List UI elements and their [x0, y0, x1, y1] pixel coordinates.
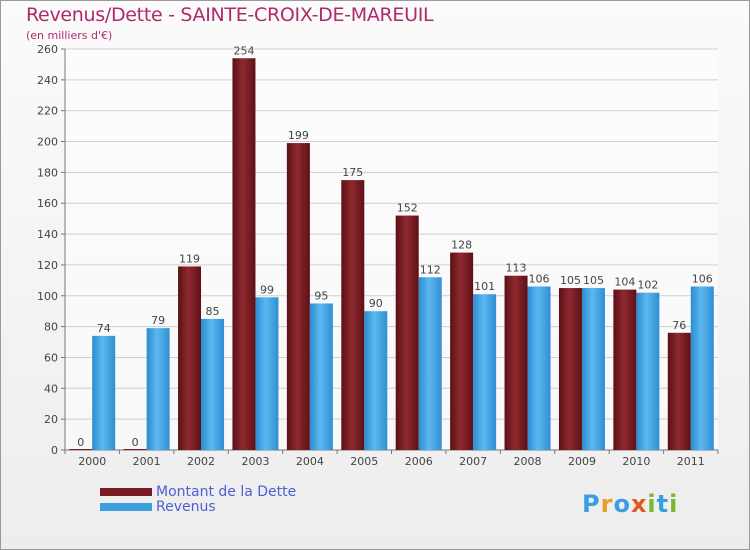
bar-dette	[450, 252, 474, 450]
data-label-revenus: 102	[637, 279, 658, 292]
logo-letter: t	[656, 490, 670, 518]
legend-label-dette: Montant de la Dette	[156, 484, 297, 500]
bar-revenus	[146, 328, 170, 450]
data-label-dette: 128	[451, 239, 472, 252]
data-label-revenus: 112	[420, 263, 441, 276]
bar-dette	[123, 449, 147, 450]
legend-swatch-revenus	[100, 503, 152, 511]
data-label-revenus: 74	[97, 322, 111, 335]
x-tick-label: 2004	[296, 455, 324, 468]
data-label-dette: 0	[132, 436, 139, 449]
bar-revenus	[473, 294, 497, 450]
y-tick-label: 200	[37, 136, 58, 149]
bar-dette	[341, 180, 365, 450]
data-label-dette: 175	[342, 166, 363, 179]
data-label-revenus: 99	[260, 283, 274, 296]
x-tick-label: 2011	[677, 455, 705, 468]
bar-dette	[504, 275, 528, 450]
data-label-dette: 105	[560, 274, 581, 287]
data-label-revenus: 106	[692, 273, 713, 286]
x-tick-label: 2000	[78, 455, 106, 468]
bar-revenus	[527, 286, 551, 450]
y-tick-label: 100	[37, 290, 58, 303]
bar-revenus	[201, 318, 225, 450]
bar-revenus	[636, 292, 660, 450]
bar-dette	[667, 332, 691, 450]
data-label-revenus: 106	[529, 273, 550, 286]
bar-dette	[558, 288, 582, 450]
bar-revenus	[309, 303, 333, 450]
x-tick-label: 2010	[622, 455, 650, 468]
y-tick-label: 240	[37, 74, 58, 87]
y-tick-label: 260	[37, 43, 58, 56]
data-label-revenus: 85	[206, 305, 220, 318]
y-tick-label: 20	[44, 413, 58, 426]
bar-revenus	[364, 311, 388, 450]
data-label-dette: 104	[614, 276, 635, 289]
y-tick-label: 160	[37, 197, 58, 210]
y-tick-label: 140	[37, 228, 58, 241]
x-tick-label: 2006	[405, 455, 433, 468]
x-tick-label: 2009	[568, 455, 596, 468]
legend-swatch-dette	[100, 488, 152, 496]
proxiti-logo: Proxiti	[582, 490, 678, 518]
data-label-dette: 113	[506, 262, 527, 275]
logo-letter: r	[600, 490, 614, 518]
bar-revenus	[581, 288, 605, 450]
bar-dette	[395, 215, 419, 450]
bar-dette	[286, 143, 310, 451]
data-label-revenus: 90	[369, 297, 383, 310]
y-tick-label: 60	[44, 351, 58, 364]
plot-area	[65, 49, 718, 450]
data-label-dette: 119	[179, 252, 200, 265]
data-label-dette: 199	[288, 129, 309, 142]
x-tick-label: 2001	[133, 455, 161, 468]
chart-subtitle: (en milliers d'€)	[26, 29, 113, 42]
x-tick-label: 2002	[187, 455, 215, 468]
data-label-revenus: 105	[583, 274, 604, 287]
logo-letter: i	[669, 490, 679, 518]
x-tick-label: 2003	[241, 455, 269, 468]
data-label-dette: 76	[672, 319, 686, 332]
bar-revenus	[92, 335, 116, 450]
bar-revenus	[418, 277, 442, 450]
bar-revenus	[690, 286, 714, 450]
logo-letter: o	[613, 490, 631, 518]
x-tick-label: 2007	[459, 455, 487, 468]
x-tick-label: 2008	[514, 455, 542, 468]
data-label-revenus: 101	[474, 280, 495, 293]
data-label-dette: 254	[233, 44, 254, 57]
bar-dette	[232, 58, 256, 450]
data-label-dette: 152	[397, 202, 418, 215]
bar-dette	[178, 266, 202, 450]
legend-label-revenus: Revenus	[156, 499, 216, 515]
data-label-revenus: 95	[314, 289, 328, 302]
data-label-dette: 0	[77, 436, 84, 449]
y-tick-label: 120	[37, 259, 58, 272]
logo-letter: i	[647, 490, 657, 518]
y-tick-label: 220	[37, 105, 58, 118]
logo-letter: P	[582, 490, 601, 518]
data-label-revenus: 79	[151, 314, 165, 327]
logo-letter: x	[630, 490, 648, 518]
y-tick-label: 180	[37, 166, 58, 179]
x-tick-label: 2005	[350, 455, 378, 468]
y-tick-label: 40	[44, 382, 58, 395]
y-tick-label: 0	[51, 444, 58, 457]
bar-dette	[69, 449, 93, 450]
chart-title: Revenus/Dette - SAINTE-CROIX-DE-MAREUIL	[26, 4, 434, 26]
y-tick-label: 80	[44, 321, 58, 334]
bar-dette	[613, 289, 637, 450]
bar-revenus	[255, 297, 279, 450]
